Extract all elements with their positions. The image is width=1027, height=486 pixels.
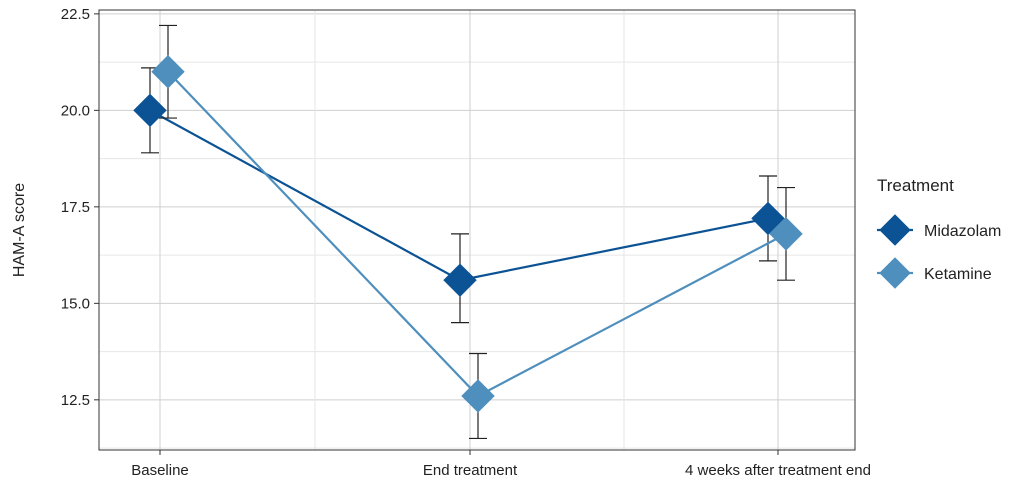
- legend: Treatment Midazolam Ketamine: [877, 176, 1001, 289]
- legend-title: Treatment: [877, 176, 954, 195]
- y-tick-label: 20.0: [61, 102, 90, 119]
- data-point: [133, 93, 167, 128]
- y-tick-label: 12.5: [61, 392, 90, 409]
- legend-marker: [879, 214, 911, 246]
- data-point: [461, 379, 495, 413]
- data-point: [151, 55, 185, 89]
- y-axis-title: HAM-A score: [11, 183, 28, 277]
- y-tick-label: 22.5: [61, 6, 90, 23]
- series-midazolam: [133, 67, 785, 324]
- legend-label: Ketamine: [924, 266, 992, 283]
- plot-frame: [98, 9, 856, 451]
- data-point: [443, 263, 477, 297]
- x-tick-label: End treatment: [423, 462, 518, 479]
- legend-label: Midazolam: [924, 223, 1001, 240]
- y-tick-label: 15.0: [61, 295, 90, 312]
- series-ketamine: [151, 24, 803, 440]
- x-tick-label: 4 weeks after treatment end: [685, 462, 871, 479]
- y-tick-label: 17.5: [61, 199, 90, 216]
- legend-item-midazolam: Midazolam: [877, 214, 1001, 246]
- y-axis: 12.5 15.0 17.5 20.0 22.5: [61, 6, 99, 409]
- legend-marker: [879, 257, 911, 289]
- data-point: [751, 201, 785, 236]
- data-point: [769, 217, 803, 251]
- x-tick-label: Baseline: [131, 462, 189, 479]
- legend-item-ketamine: Ketamine: [877, 257, 992, 289]
- x-axis: Baseline End treatment 4 weeks after treat…: [131, 450, 871, 479]
- series-layer: [133, 24, 803, 440]
